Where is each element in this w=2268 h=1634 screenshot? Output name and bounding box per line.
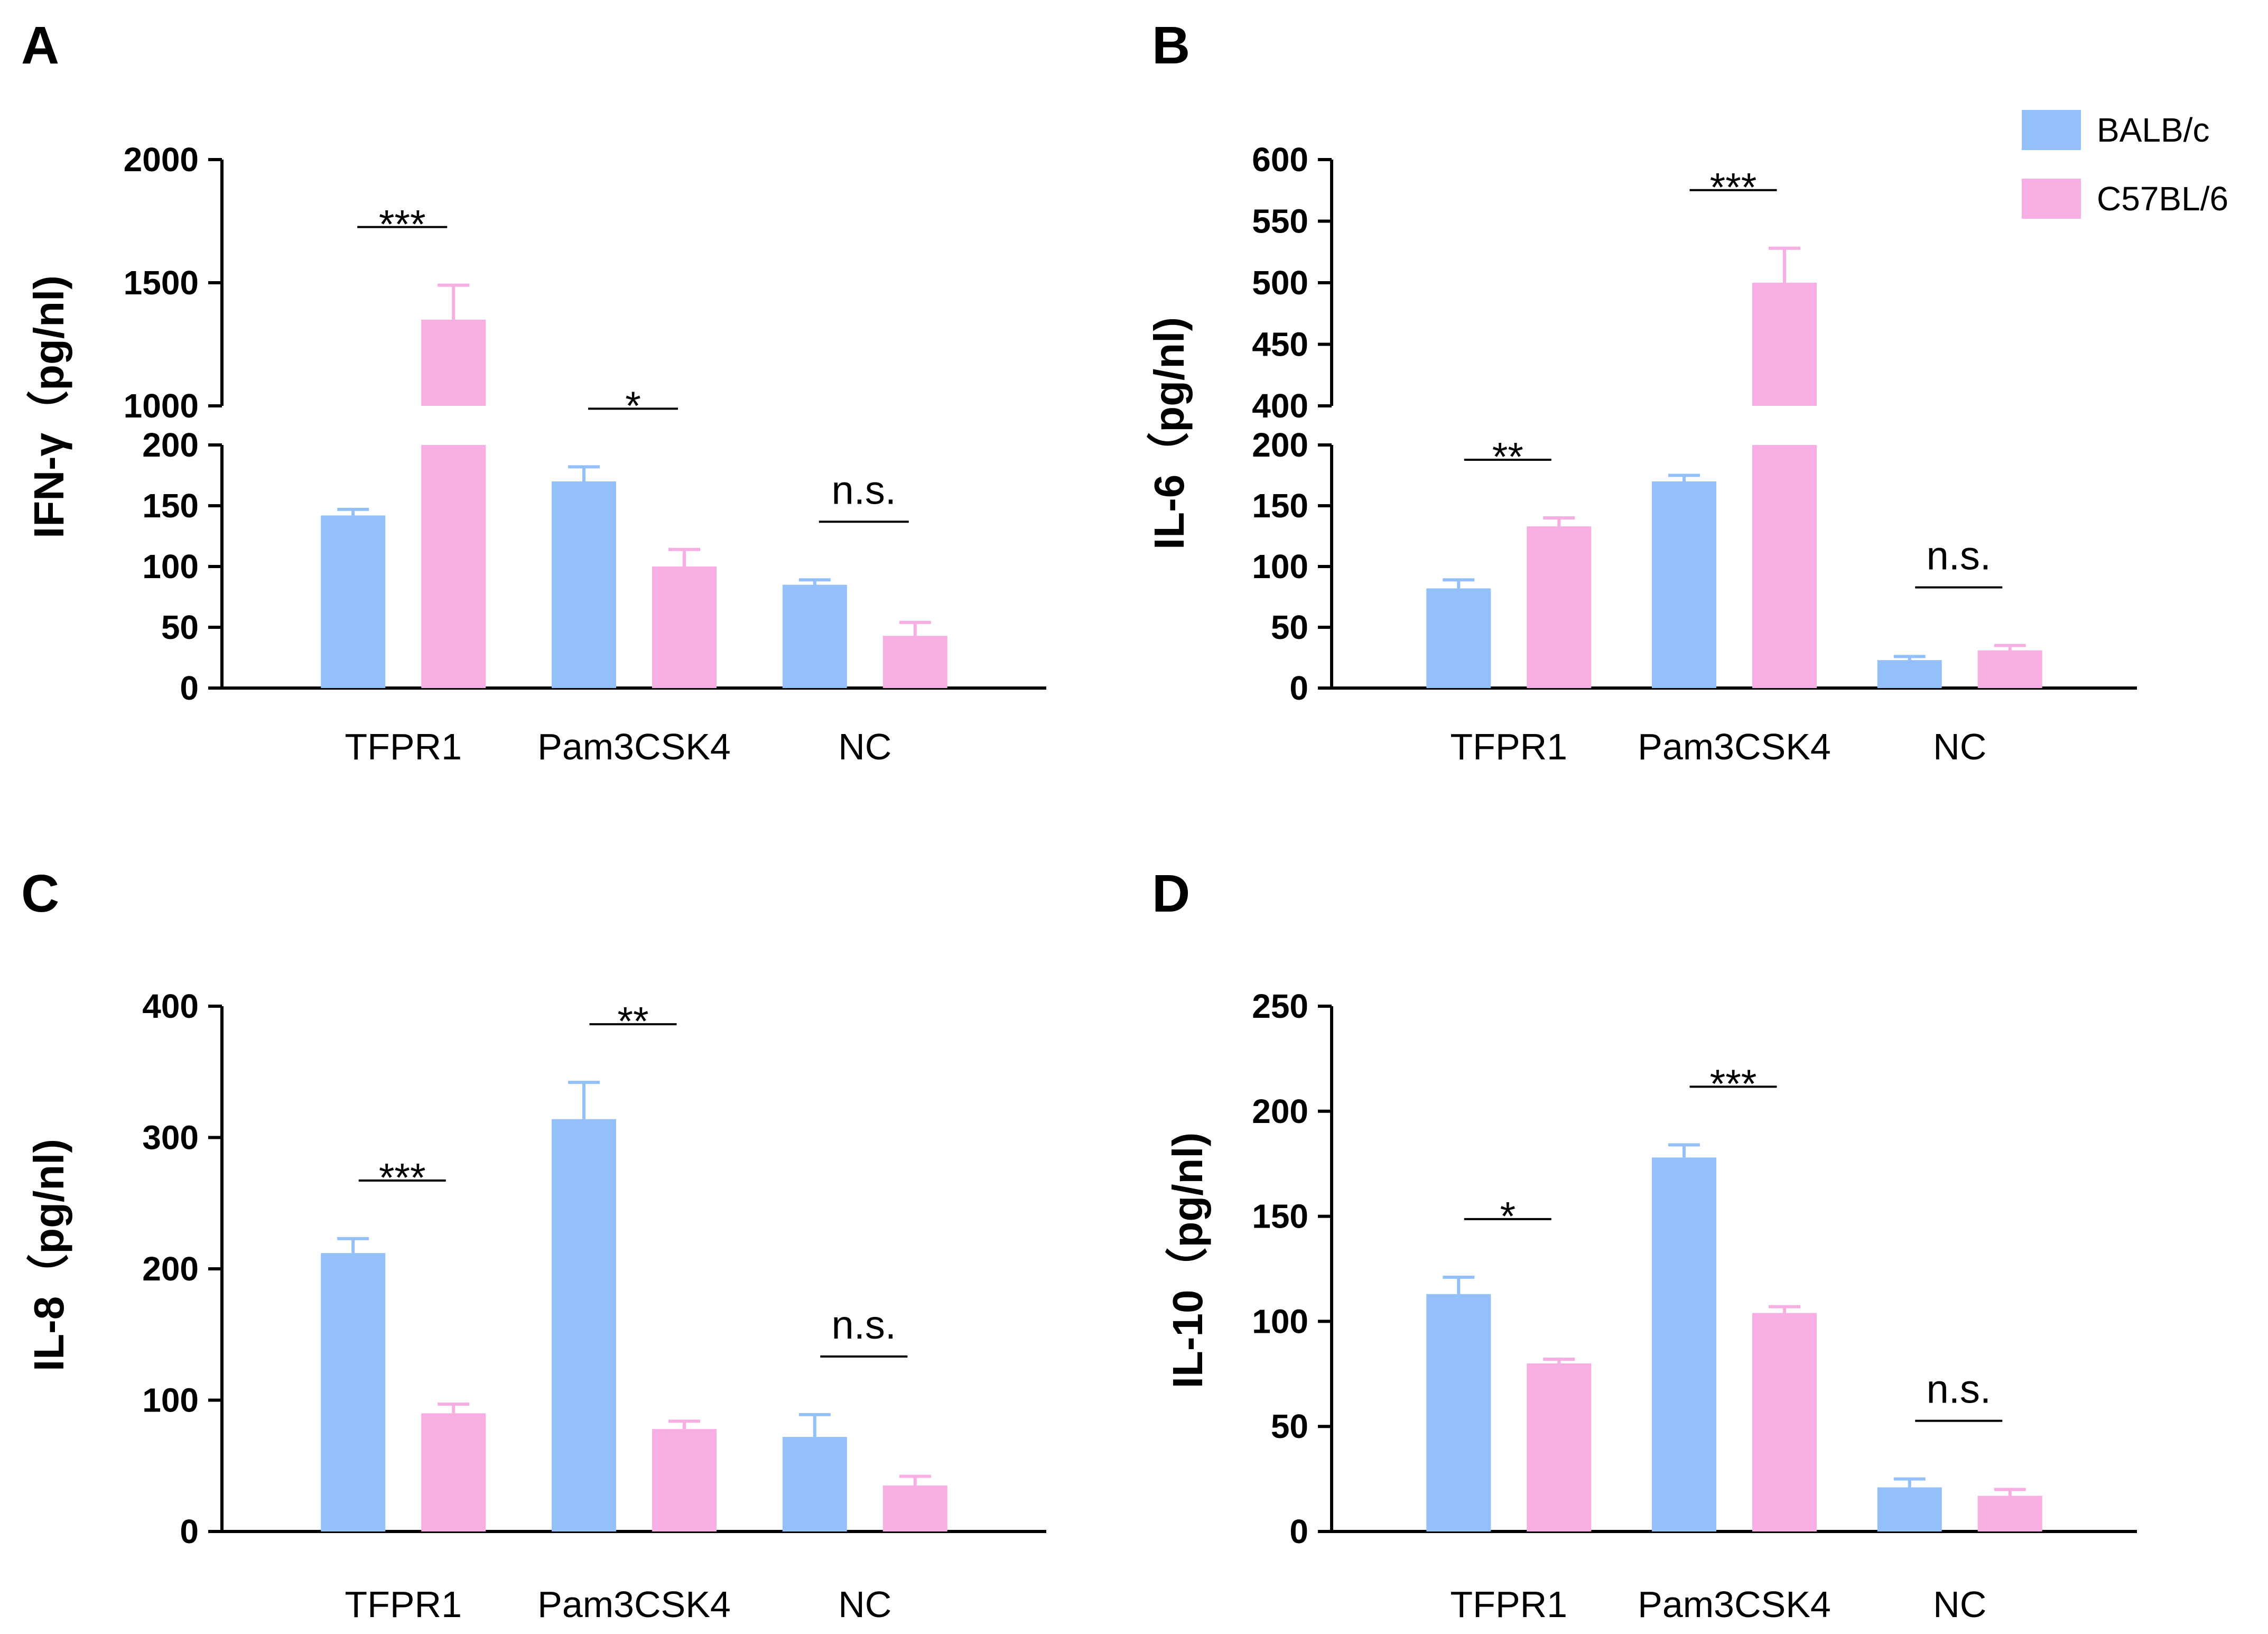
y-tick-label: 250: [1252, 987, 1308, 1025]
significance-label: ***: [1710, 165, 1757, 210]
bar-c57bl6: [1752, 1313, 1817, 1531]
y-tick-label: 1000: [124, 387, 199, 425]
bar-c57bl6: [1977, 650, 2042, 688]
bar-c57bl6: [882, 1486, 947, 1531]
y-tick-label: 100: [142, 547, 199, 586]
bar-balbc: [782, 1437, 847, 1531]
y-tick-label: 400: [142, 987, 199, 1025]
y-tick-label: 500: [1252, 264, 1308, 302]
panel-letter: C: [21, 864, 59, 923]
bar-c57bl6: [1977, 1496, 2042, 1531]
bar-balbc: [321, 1253, 386, 1531]
panel-letter: A: [21, 16, 59, 75]
x-tick-label: NC: [1933, 1584, 1986, 1625]
y-axis-label: IFN-γ（pg/nl): [25, 275, 72, 539]
bar-balbc: [321, 515, 386, 688]
significance-label: n.s.: [832, 1303, 897, 1348]
bar-c57bl6: [652, 1429, 717, 1531]
bar-balbc: [782, 584, 847, 688]
legend-label-c57bl6: C57BL/6: [2097, 180, 2228, 218]
bar-c57bl6: [652, 567, 717, 688]
x-tick-label: NC: [838, 726, 891, 767]
y-tick-label: 0: [1289, 669, 1308, 707]
bar-balbc: [1652, 481, 1716, 688]
x-tick-label: NC: [1933, 726, 1986, 767]
x-tick-label: NC: [838, 1584, 891, 1625]
bar-c57bl6: [1752, 445, 1817, 688]
bar-c57bl6: [421, 1413, 486, 1531]
chart-panel-d: D IL-10（pg/nl) 0 50 100 150 200 250 TFPR1 * Pam3CS…: [1152, 864, 2137, 1625]
y-tick-label: 100: [142, 1381, 199, 1419]
significance-label: n.s.: [1926, 1367, 1991, 1412]
legend-swatch-balbc: [2022, 110, 2081, 150]
y-tick-label: 550: [1252, 202, 1308, 240]
y-tick-label: 0: [180, 1512, 199, 1551]
y-tick-label: 150: [1252, 1197, 1308, 1236]
y-tick-label: 200: [142, 426, 199, 464]
significance-label: ***: [379, 1155, 426, 1200]
x-tick-label: TFPR1: [1450, 726, 1567, 767]
y-tick-label: 200: [1252, 1092, 1308, 1130]
y-tick-label: 50: [1271, 1407, 1308, 1445]
significance-label: **: [617, 999, 648, 1044]
y-tick-label: 150: [1252, 487, 1308, 525]
significance-label: *: [625, 384, 641, 429]
y-tick-label: 450: [1252, 326, 1308, 364]
y-axis-label: IL-6（pg/nl): [1146, 317, 1193, 550]
significance-label: n.s.: [1926, 534, 1991, 579]
significance-label: *: [1500, 1194, 1516, 1239]
bar-c57bl6: [421, 445, 486, 688]
legend-swatch-c57bl6: [2022, 179, 2081, 219]
bar-balbc: [1652, 1157, 1716, 1531]
panel-letter: B: [1152, 16, 1190, 75]
y-tick-label: 200: [142, 1250, 199, 1288]
y-axis-label: IL-10（pg/nl): [1164, 1132, 1211, 1388]
y-tick-label: 150: [142, 487, 199, 525]
x-tick-label: Pam3CSK4: [537, 1584, 731, 1625]
x-tick-label: TFPR1: [345, 726, 462, 767]
y-tick-label: 0: [180, 669, 199, 707]
bar-c57bl6: [1527, 1363, 1592, 1531]
y-tick-label: 2000: [124, 141, 199, 179]
bar-balbc: [552, 1119, 616, 1531]
x-tick-label: Pam3CSK4: [1638, 726, 1831, 767]
y-tick-label: 100: [1252, 1302, 1308, 1340]
x-tick-label: Pam3CSK4: [1638, 1584, 1831, 1625]
y-tick-label: 600: [1252, 141, 1308, 179]
significance-label: ***: [1710, 1062, 1757, 1107]
chart-panel-c: C IL-8（pg/nl) 0 100 200 300 400 TFPR1 *** Pam3CSK…: [21, 864, 1046, 1625]
y-tick-label: 0: [1289, 1512, 1308, 1551]
significance-label: n.s.: [832, 468, 897, 513]
y-tick-label: 50: [161, 608, 199, 646]
bar-c57bl6: [882, 636, 947, 688]
legend: BALB/c C57BL/6: [2022, 110, 2228, 219]
bar-c57bl6-upper: [1752, 283, 1817, 406]
y-tick-label: 1500: [124, 264, 199, 302]
x-tick-label: Pam3CSK4: [537, 726, 731, 767]
y-tick-label: 100: [1252, 547, 1308, 586]
bar-c57bl6-upper: [421, 319, 486, 406]
y-axis-label: IL-8（pg/nl): [25, 1139, 72, 1371]
x-tick-label: TFPR1: [1450, 1584, 1567, 1625]
significance-label: ***: [379, 202, 426, 247]
bar-balbc: [1426, 1294, 1491, 1531]
y-tick-label: 400: [1252, 387, 1308, 425]
y-tick-label: 200: [1252, 426, 1308, 464]
panel-letter: D: [1152, 864, 1190, 923]
y-tick-label: 50: [1271, 608, 1308, 646]
y-tick-label: 300: [142, 1119, 199, 1157]
bar-balbc: [1877, 1487, 1942, 1531]
legend-label-balbc: BALB/c: [2097, 111, 2209, 149]
x-tick-label: TFPR1: [345, 1584, 462, 1625]
bar-balbc: [1877, 660, 1942, 688]
bar-c57bl6: [1527, 526, 1592, 688]
bar-balbc: [552, 481, 616, 688]
significance-label: **: [1492, 435, 1523, 480]
bar-balbc: [1426, 588, 1491, 688]
